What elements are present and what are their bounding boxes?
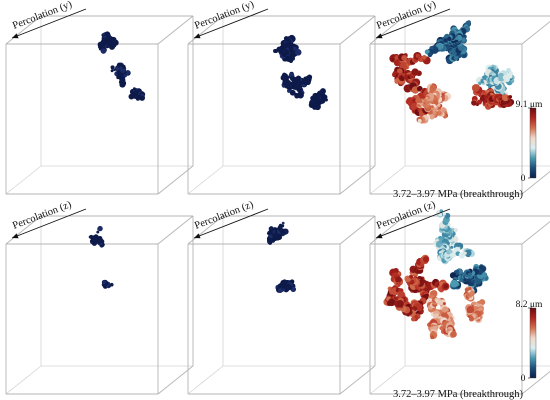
cube-panel: Percolation (y) — [187, 0, 376, 195]
direction-arrow-head-icon — [194, 233, 201, 239]
cube-wireframe — [5, 15, 194, 195]
pore-cluster — [426, 290, 457, 340]
pore-cluster — [424, 20, 472, 65]
colorbar-gradient — [529, 107, 537, 179]
direction-arrow-line — [193, 208, 269, 239]
colorbar-max-label: 8.2 μm — [516, 300, 543, 310]
direction-arrow-head-icon — [376, 233, 383, 239]
colorbar-min-label: 0 — [521, 174, 526, 184]
pore-cluster — [475, 64, 515, 99]
direction-arrow-line — [375, 8, 451, 39]
direction-arrow-line — [193, 8, 269, 39]
pore-cluster — [110, 62, 131, 88]
pore-cluster — [266, 221, 289, 245]
cube-panel: Percolation (z) — [187, 199, 376, 395]
percolation-label-text: Percolation (z) — [11, 199, 73, 232]
pore-cluster — [449, 263, 489, 295]
row-percolation-z: Percolation (z) Percolation (z) Percolatio… — [5, 199, 550, 400]
percolation-direction-label: Percolation (y) — [375, 0, 451, 39]
pore-cluster — [280, 71, 313, 99]
direction-arrow-head-icon — [194, 33, 201, 39]
cube-wireframe — [187, 215, 376, 395]
percolation-direction-label: Percolation (z) — [375, 199, 451, 239]
percolation-direction-label: Percolation (z) — [11, 199, 87, 239]
colorbar: 8.2 μm 0 — [516, 300, 543, 384]
row-percolation-y: Percolation (y) Percolation (y) Percolatio… — [5, 0, 550, 200]
direction-arrow-line — [11, 8, 87, 39]
cube-wireframe — [5, 215, 194, 395]
cube-panel: Percolation (z) — [5, 199, 194, 395]
pore-cluster — [101, 279, 114, 289]
pore-cluster — [433, 209, 475, 265]
direction-arrow-head-icon — [12, 233, 19, 239]
pore-cluster — [383, 254, 450, 322]
pore-cluster — [88, 225, 105, 248]
pore-cluster — [128, 87, 146, 101]
percolation-direction-label: Percolation (y) — [193, 0, 269, 39]
pore-cluster — [415, 83, 452, 124]
colorbar-gradient — [529, 307, 537, 379]
pore-cluster — [471, 84, 515, 110]
percolation-direction-label: Percolation (y) — [11, 0, 87, 39]
direction-arrow-line — [375, 208, 451, 239]
percolation-direction-label: Percolation (z) — [193, 199, 269, 239]
colorbar-max-label: 9.1 μm — [516, 100, 543, 110]
direction-arrow-line — [11, 208, 87, 239]
panel-caption: 3.72–3.97 MPa (breakthrough) — [393, 389, 524, 400]
cube-panel: Percolation (y) 9.1 μm 0 3.72–3.97 MPa (bre… — [369, 0, 550, 200]
pore-cluster — [308, 88, 328, 111]
pore-cluster — [463, 286, 486, 324]
pore-cluster — [273, 34, 302, 64]
pore-cluster — [97, 31, 119, 54]
panel-caption: 3.72–3.97 MPa (breakthrough) — [393, 189, 524, 200]
direction-arrow-head-icon — [376, 33, 383, 39]
percolation-label-text: Percolation (z) — [193, 199, 255, 232]
pore-cluster — [275, 279, 297, 294]
percolation-label-text: Percolation (z) — [375, 199, 437, 232]
colorbar-min-label: 0 — [521, 374, 526, 384]
cube-wireframe — [187, 15, 376, 195]
cube-panel: Percolation (y) — [5, 0, 194, 195]
direction-arrow-head-icon — [12, 33, 19, 39]
cube-panel: Percolation (z) 8.2 μm 0 3.72–3.97 MPa (bre… — [369, 199, 550, 400]
colorbar: 9.1 μm 0 — [516, 100, 543, 184]
